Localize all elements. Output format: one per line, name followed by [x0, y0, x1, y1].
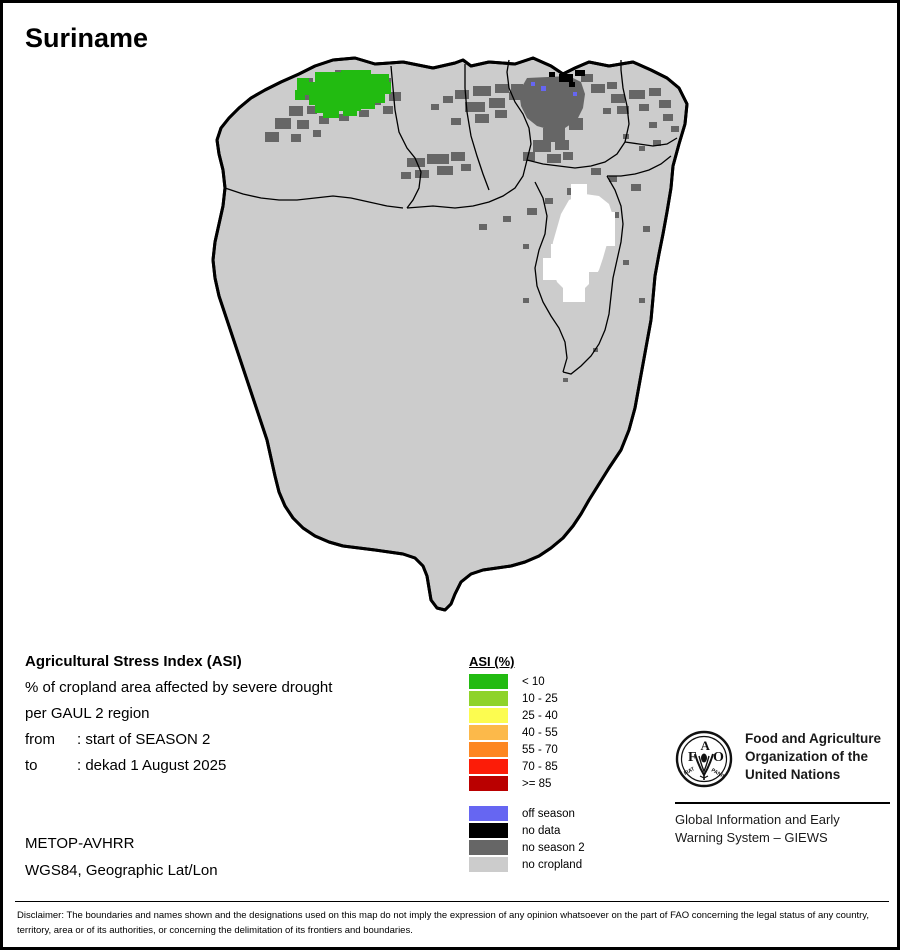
fao-org-line2: Organization of the: [745, 748, 868, 764]
off-season-cells: [531, 82, 577, 96]
map-source-block: METOP-AVHRR WGS84, Geographic Lat/Lon: [25, 835, 445, 889]
svg-text:FIAT: FIAT: [683, 766, 696, 777]
fao-org-line3: United Nations: [745, 766, 841, 782]
fao-organization-name: Food and Agriculture Organization of the…: [745, 730, 881, 784]
legend-label-25-40: 25 - 40: [522, 709, 558, 722]
legend-label-gte85: >= 85: [522, 777, 552, 790]
legend-row-lt10: < 10: [469, 673, 585, 690]
svg-text:O: O: [713, 750, 724, 765]
legend-label-70-85: 70 - 85: [522, 760, 558, 773]
legend-label-40-55: 40 - 55: [522, 726, 558, 739]
legend-swatch-40-55: [469, 725, 508, 740]
info-description-line1: % of cropland area affected by severe dr…: [25, 679, 333, 696]
info-to-key: to: [25, 757, 38, 774]
legend-swatch-no-season-2: [469, 840, 508, 855]
legend-row-10-25: 10 - 25: [469, 690, 585, 707]
legend-swatch-off-season: [469, 806, 508, 821]
legend-label-10-25: 10 - 25: [522, 692, 558, 705]
info-description-line2: per GAUL 2 region: [25, 705, 150, 722]
fao-divider: [675, 802, 890, 804]
giews-line2: Warning System – GIEWS: [675, 829, 828, 845]
legend-row-off-season: off season: [469, 805, 585, 822]
svg-text:F: F: [688, 750, 697, 765]
legend-swatch-lt10: [469, 674, 508, 689]
legend-row-gte85: >= 85: [469, 775, 585, 792]
asi-class-lt10-cells-northwest: [295, 70, 391, 118]
fao-org-line1: Food and Agriculture: [745, 731, 881, 746]
info-from-value: : start of SEASON 2: [77, 731, 211, 748]
legend-row-no-cropland: no cropland: [469, 856, 585, 873]
legend-row-70-85: 70 - 85: [469, 758, 585, 775]
giews-line1: Global Information and Early: [675, 812, 840, 827]
legend-row-no-data: no data: [469, 822, 585, 839]
disclaimer-divider: [15, 901, 889, 902]
legend-title: ASI (%): [469, 654, 515, 669]
info-period-to: to : dekad 1 August 2025: [25, 757, 445, 774]
legend-swatch-gte85: [469, 776, 508, 791]
legend-label-no-data: no data: [522, 824, 561, 837]
legend-swatch-55-70: [469, 742, 508, 757]
svg-text:A: A: [701, 738, 711, 753]
legend-row-40-55: 40 - 55: [469, 724, 585, 741]
legend-swatch-no-data: [469, 823, 508, 838]
reservoir-waterbody: [543, 184, 615, 302]
asi-raster-layer: [265, 70, 679, 382]
legend-swatch-70-85: [469, 759, 508, 774]
no-season2-cells-capital: [511, 74, 617, 163]
giews-system-name: Global Information and Early Warning Sys…: [675, 811, 890, 846]
legend-row-25-40: 25 - 40: [469, 707, 585, 724]
info-to-value: : dekad 1 August 2025: [77, 757, 227, 774]
no-season2-cells-northcentral: [401, 84, 521, 179]
district-boundaries: [224, 59, 678, 375]
legend-label-no-season-2: no season 2: [522, 841, 585, 854]
legend-row-no-season-2: no season 2: [469, 839, 585, 856]
info-from-key: from: [25, 731, 55, 748]
legend-row-55-70: 55 - 70: [469, 741, 585, 758]
info-period-from: from : start of SEASON 2: [25, 731, 445, 748]
legend-label-no-cropland: no cropland: [522, 858, 583, 871]
info-heading: Agricultural Stress Index (ASI): [25, 653, 242, 670]
legend-label-lt10: < 10: [522, 675, 545, 688]
country-outline: [211, 56, 689, 612]
legend-label-55-70: 55 - 70: [522, 743, 558, 756]
disclaimer-text: Disclaimer: The boundaries and names sho…: [17, 910, 869, 936]
map-info-block: Agricultural Stress Index (ASI) % of cro…: [25, 653, 445, 783]
sensor-label: METOP-AVHRR: [25, 835, 135, 852]
no-cropland-cells-interior: [543, 272, 601, 290]
legend-divider: [469, 792, 585, 805]
fao-branding: F A O FIAT PANIS Food and Agriculture Or…: [675, 730, 890, 846]
fao-logo-icon: F A O FIAT PANIS: [675, 730, 733, 793]
map-canvas[interactable]: [3, 48, 897, 628]
legend-label-off-season: off season: [522, 807, 575, 820]
projection-label: WGS84, Geographic Lat/Lon: [25, 862, 218, 879]
legend-swatch-10-25: [469, 691, 508, 706]
legend-swatch-25-40: [469, 708, 508, 723]
no-data-cells: [549, 70, 585, 87]
map-legend: ASI (%) < 10 10 - 25 25 - 40 40 - 55 55 …: [469, 654, 585, 873]
legend-swatch-no-cropland: [469, 857, 508, 872]
